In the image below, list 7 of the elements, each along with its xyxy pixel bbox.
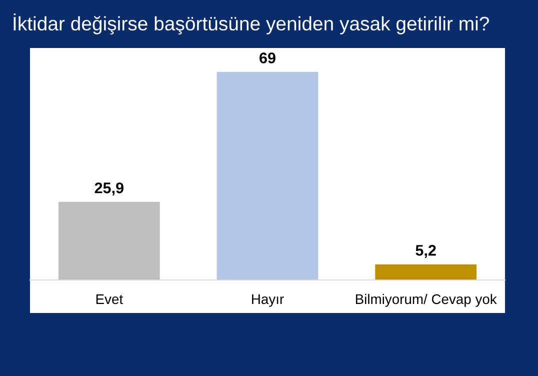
chart-title: İktidar değişirse başörtüsüne yeniden yasak getirilir mi? bbox=[14, 14, 489, 34]
x-tick-label: Evet bbox=[96, 294, 123, 304]
data-label: 25,9 bbox=[94, 182, 124, 196]
data-label: 5,2 bbox=[416, 244, 436, 258]
x-tick-label: Hayır bbox=[252, 294, 284, 307]
x-tick-label: Bilmiyorum/ Cevap yok bbox=[356, 294, 497, 307]
data-label: 69 bbox=[260, 52, 276, 64]
